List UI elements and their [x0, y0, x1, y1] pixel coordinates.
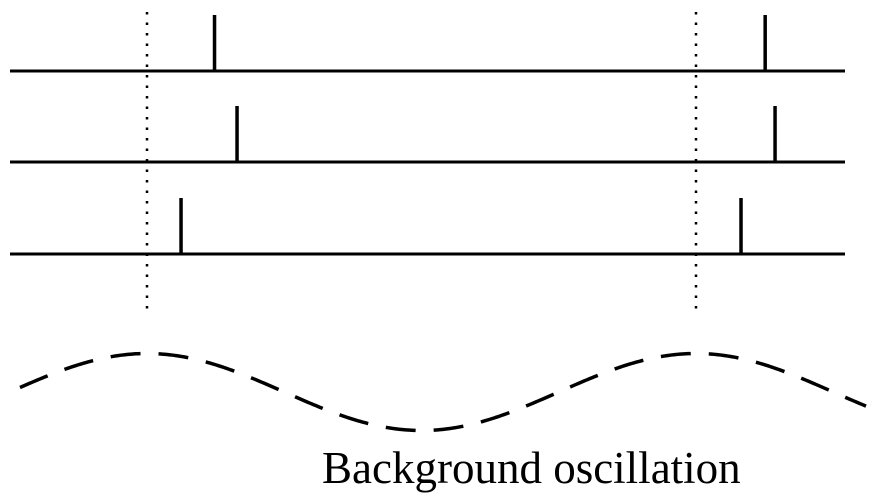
spike-train-3: [10, 198, 845, 256]
spike-trains: [10, 15, 845, 256]
background-oscillation-label: Background oscillation: [322, 443, 741, 493]
spike-train-1: [10, 15, 845, 73]
spike-train-2: [10, 106, 845, 164]
background-oscillation-wave: [19, 351, 867, 433]
